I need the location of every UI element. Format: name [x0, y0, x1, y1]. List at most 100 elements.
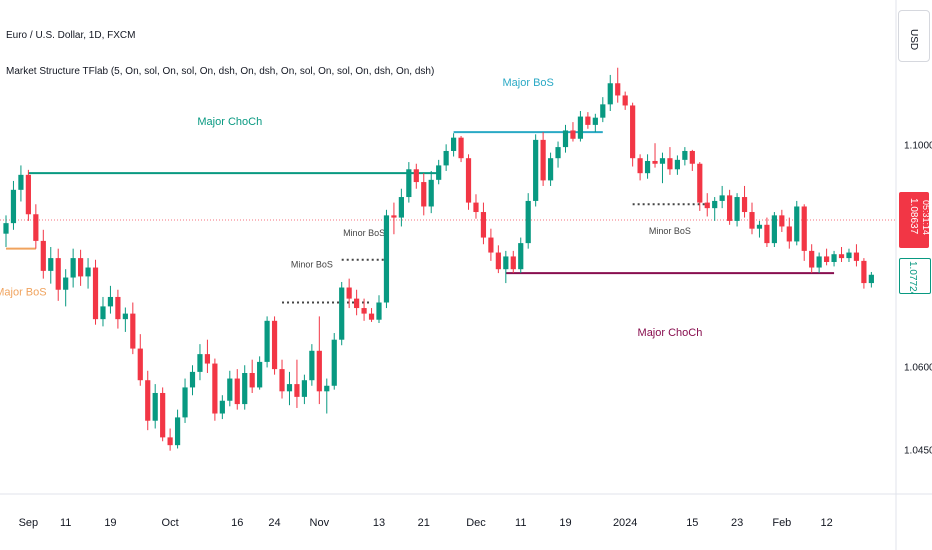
time-tick-label: 19: [104, 517, 116, 529]
candle-body: [689, 150, 695, 164]
candle-body: [570, 130, 576, 139]
candle-body: [868, 274, 874, 284]
time-tick-label: Sep: [19, 517, 39, 529]
candle-body: [10, 189, 17, 224]
candle-body: [488, 237, 494, 253]
candle-body: [413, 169, 419, 183]
candle-body: [630, 105, 636, 159]
candle-body: [585, 116, 591, 125]
candle-body: [309, 350, 315, 381]
candle-body: [421, 182, 427, 207]
candle-body: [48, 258, 54, 271]
candle-body: [271, 320, 278, 370]
candle-body: [480, 212, 487, 238]
candle-body: [33, 214, 39, 241]
candle-body: [234, 378, 240, 405]
candle-body: [3, 223, 9, 234]
candle-body: [264, 320, 270, 362]
structure-label: Minor BoS: [649, 226, 691, 236]
candle-body: [107, 296, 114, 307]
candle-body: [212, 363, 218, 414]
candle-body: [719, 195, 725, 201]
time-tick-label: 11: [60, 517, 71, 529]
candle-body: [801, 206, 807, 251]
candle-body: [824, 256, 830, 262]
candle-body: [518, 243, 524, 270]
price-tick-label: 1.04500: [904, 446, 932, 457]
candle-body: [779, 215, 785, 227]
currency-button[interactable]: USD: [898, 10, 930, 62]
candle-body: [771, 215, 777, 244]
candle-body: [786, 226, 792, 242]
indicator-title[interactable]: Market Structure TFlab (5, On, sol, On, …: [6, 66, 435, 77]
candle-body: [600, 104, 606, 118]
candle-body: [25, 174, 31, 215]
candle-body: [18, 174, 24, 190]
candle-body: [78, 258, 84, 277]
candle-body: [555, 147, 561, 159]
time-tick-label: 11: [515, 517, 526, 529]
structure-label: Major ChoCh: [197, 116, 262, 128]
countdown-label: 05:31:14: [921, 200, 929, 236]
candle-body: [667, 158, 673, 170]
candle-body: [809, 250, 815, 268]
candle-body: [391, 215, 397, 218]
candle-body: [428, 179, 434, 207]
candle-body: [831, 254, 837, 262]
candle-body: [503, 256, 509, 270]
time-tick-label: Dec: [466, 517, 486, 529]
candle-body: [853, 252, 860, 261]
candle-body: [406, 169, 412, 198]
candle-body: [458, 137, 464, 159]
candle-body: [174, 417, 181, 446]
candle-body: [398, 197, 404, 218]
time-tick-label: 2024: [613, 517, 637, 529]
candle-body: [637, 158, 643, 174]
candle-body: [70, 258, 76, 278]
candle-body: [510, 256, 516, 270]
candle-body: [55, 258, 61, 290]
candle-body: [219, 400, 225, 414]
time-tick-label: 23: [731, 517, 743, 529]
candle-body: [145, 380, 151, 421]
candle-body: [167, 437, 173, 446]
candle-body: [279, 369, 285, 392]
current-price-label: 1.08637: [908, 198, 919, 235]
candle-body: [204, 354, 211, 364]
candle-body: [540, 139, 546, 181]
time-tick-label: 24: [268, 517, 280, 529]
candle-body: [130, 313, 136, 349]
candle-body: [727, 195, 733, 221]
time-tick-label: Feb: [772, 517, 791, 529]
candle-body: [63, 277, 69, 290]
candle-body: [294, 384, 300, 397]
candle-body: [339, 287, 345, 340]
candle-body: [674, 159, 680, 170]
candle-body: [376, 302, 382, 320]
candle-body: [324, 385, 330, 392]
candle-body: [242, 372, 248, 405]
candle-body: [227, 378, 233, 401]
candle-body: [40, 240, 46, 271]
candle-body: [495, 252, 501, 270]
candle-body: [331, 339, 337, 386]
candle-body: [764, 224, 770, 244]
candle-body: [451, 137, 457, 151]
candle-body: [562, 130, 569, 148]
symbol-title: Euro / U.S. Dollar, 1D, FXCM: [6, 30, 136, 41]
time-tick-label: 19: [559, 517, 571, 529]
candle-body: [443, 150, 449, 166]
candle-body: [115, 296, 121, 320]
candle-body: [577, 116, 584, 139]
time-tick-label: 12: [820, 517, 832, 529]
candle-body: [592, 117, 598, 125]
candle-body: [354, 298, 360, 309]
candle-body: [749, 212, 755, 229]
candle-body: [197, 354, 203, 372]
candle-body: [122, 313, 128, 320]
currency-label: USD: [908, 29, 919, 51]
candle-body: [794, 206, 800, 242]
time-tick-label: Oct: [162, 517, 179, 529]
candle-body: [257, 361, 263, 388]
